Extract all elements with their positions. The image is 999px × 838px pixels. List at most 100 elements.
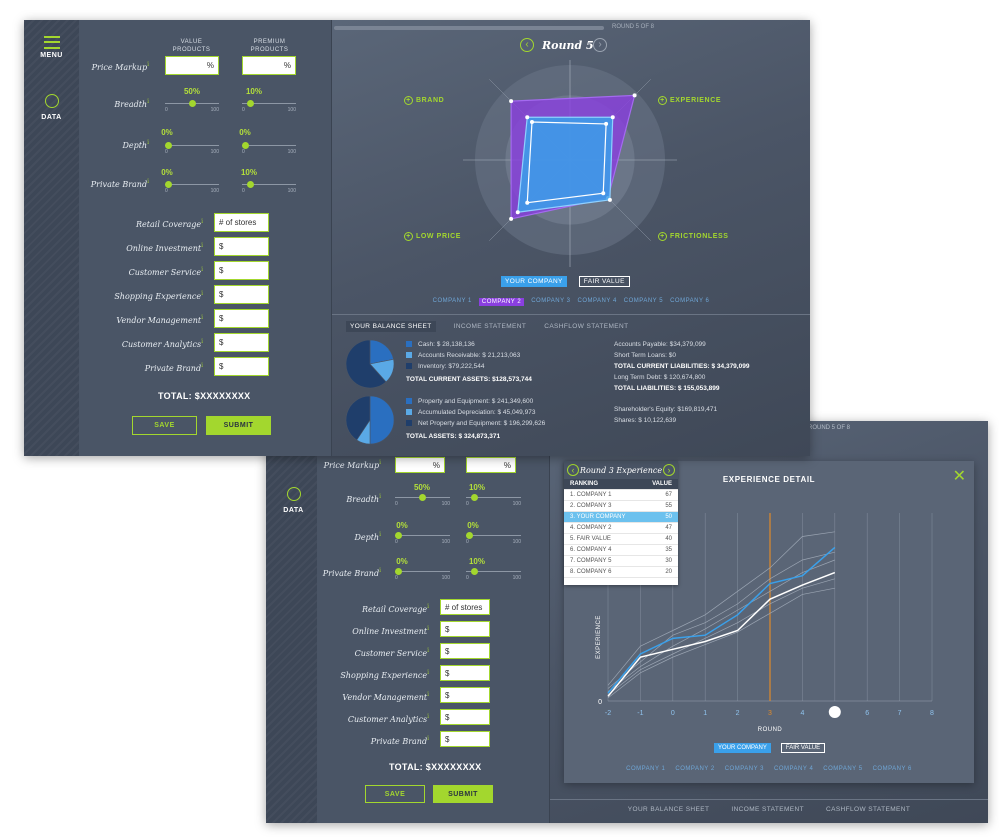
online-investment-input[interactable]: $	[440, 621, 490, 637]
depth-value-slider[interactable]: 0 100	[395, 531, 450, 545]
price-markup-premium-input[interactable]: %	[242, 56, 296, 75]
company-tab-6[interactable]: COMPANY 6	[872, 766, 912, 772]
slider-knob[interactable]	[188, 100, 196, 107]
customer-analytics-input[interactable]: $	[440, 709, 490, 725]
ranking-row[interactable]: 2. COMPANY 3 55	[564, 501, 678, 512]
ranking-row[interactable]: 7. COMPANY 5 30	[564, 556, 678, 567]
data-label: DATA	[41, 114, 62, 121]
ranking-row[interactable]: 3. YOUR COMPANY 50	[564, 512, 678, 523]
data-button[interactable]: DATA	[266, 487, 321, 514]
customer-service-label: Customer Servicei	[354, 647, 429, 658]
online-investment-input[interactable]: $	[214, 237, 269, 256]
slider-knob[interactable]	[466, 532, 473, 539]
company-tab-4[interactable]: COMPANY 4	[774, 766, 814, 772]
submit-button[interactable]: SUBMIT	[206, 416, 271, 435]
slider-knob[interactable]	[470, 494, 478, 501]
save-button[interactable]: SAVE	[365, 785, 425, 803]
vendor-management-input[interactable]: $	[214, 309, 269, 328]
side-rail: MENU DATA	[24, 20, 79, 456]
legend-your-company[interactable]: YOUR COMPANY	[714, 743, 771, 753]
data-button[interactable]: DATA	[24, 94, 79, 121]
private-brand2-input[interactable]: $	[440, 731, 490, 747]
slider-knob[interactable]	[246, 181, 254, 188]
slider-knob[interactable]	[165, 142, 172, 149]
shopping-experience-input[interactable]: $	[214, 285, 269, 304]
vendor-management-label: Vendor Managementi	[342, 691, 429, 702]
legend-fair-value[interactable]: FAIR VALUE	[578, 276, 630, 287]
close-icon[interactable]: ✕	[952, 468, 966, 485]
shopping-experience-input[interactable]: $	[440, 665, 490, 681]
price-markup-premium-input[interactable]: %	[466, 457, 516, 473]
slider-knob[interactable]	[395, 532, 402, 539]
customer-analytics-input[interactable]: $	[214, 333, 269, 352]
private-brand2-input[interactable]: $	[214, 357, 269, 376]
company-tab-2[interactable]: COMPANY 2	[675, 766, 715, 772]
depth-premium-slider[interactable]: 0 100	[466, 531, 521, 545]
slider-knob[interactable]	[242, 142, 249, 149]
retail-coverage-input[interactable]: # of stores	[214, 213, 269, 232]
slider-knob[interactable]	[419, 494, 426, 501]
prev-round-icon[interactable]: ‹	[567, 464, 579, 476]
company-tab-1[interactable]: COMPANY 1	[432, 298, 472, 304]
online-investment-label: Online Investmenti	[126, 242, 203, 253]
company-tab-4[interactable]: COMPANY 4	[577, 298, 617, 304]
next-round-icon[interactable]: ›	[593, 38, 607, 52]
company-tab-6[interactable]: COMPANY 6	[670, 298, 710, 304]
customer-service-input[interactable]: $	[214, 261, 269, 280]
breadth-value-slider[interactable]: 0 100	[165, 99, 219, 113]
company-tab-5[interactable]: COMPANY 5	[823, 766, 863, 772]
ranking-row[interactable]: 6. COMPANY 4 35	[564, 545, 678, 556]
slider-knob[interactable]	[470, 568, 478, 575]
pb-value-slider[interactable]: 0 100	[165, 180, 219, 194]
tab-cashflow-statement[interactable]: CASHFLOW STATEMENT	[825, 806, 911, 813]
depth-value-slider[interactable]: 0 100	[165, 141, 219, 155]
breadth-premium-slider[interactable]: 0 100	[242, 99, 296, 113]
tab-income-statement[interactable]: INCOME STATEMENT	[453, 323, 527, 330]
tab-balance-sheet[interactable]: YOUR BALANCE SHEET	[627, 806, 710, 813]
next-round-icon[interactable]: ›	[663, 464, 675, 476]
company-tab-3[interactable]: COMPANY 3	[724, 766, 764, 772]
price-markup-label: Price Markupi	[323, 459, 381, 470]
pb-value-slider[interactable]: 0 100	[395, 567, 450, 581]
slider-knob[interactable]	[165, 181, 172, 188]
vendor-management-input[interactable]: $	[440, 687, 490, 703]
legend-your-company[interactable]: YOUR COMPANY	[501, 276, 567, 287]
depth-premium-slider[interactable]: 0 100	[242, 141, 296, 155]
company-tab-1[interactable]: COMPANY 1	[626, 766, 666, 772]
company-tab-2[interactable]: COMPANY 2	[478, 298, 525, 306]
bs-receivable: Accounts Receivable: $ 21,213,063	[406, 352, 520, 359]
ranking-header: ‹ Round 3 Experience ›	[564, 461, 678, 479]
series-line-other	[607, 587, 835, 699]
breadth-premium-slider[interactable]: 0 100	[466, 493, 521, 507]
x-axis-label: ROUND	[758, 727, 783, 733]
tab-income-statement[interactable]: INCOME STATEMENT	[731, 806, 804, 813]
series-line-other	[607, 531, 835, 686]
radar-point	[525, 115, 530, 120]
ranking-row[interactable]: 8. COMPANY 6 20	[564, 567, 678, 578]
series-line-your-company	[607, 546, 836, 694]
breadth-value-slider[interactable]: 0 100	[395, 493, 450, 507]
tab-balance-sheet[interactable]: YOUR BALANCE SHEET	[346, 321, 436, 332]
ranking-row[interactable]: 5. FAIR VALUE 40	[564, 534, 678, 545]
menu-button[interactable]: MENU	[24, 36, 79, 59]
legend-fair-value[interactable]: FAIR VALUE	[780, 743, 826, 753]
slider-knob[interactable]	[246, 100, 254, 107]
save-button[interactable]: SAVE	[132, 416, 197, 435]
breadth-premium-pct: 10%	[468, 483, 485, 492]
tab-cashflow-statement[interactable]: CASHFLOW STATEMENT	[544, 323, 629, 330]
retail-coverage-input[interactable]: # of stores	[440, 599, 490, 615]
current-assets-pie	[345, 339, 395, 389]
shopping-experience-label: Shopping Experiencei	[114, 290, 203, 301]
company-tab-5[interactable]: COMPANY 5	[623, 298, 664, 304]
price-markup-value-input[interactable]: %	[395, 457, 445, 473]
ranking-row[interactable]: 1. COMPANY 1 67	[564, 490, 678, 501]
pb-premium-slider[interactable]: 0 100	[242, 180, 296, 194]
prev-round-icon[interactable]: ‹	[520, 38, 534, 52]
ranking-row[interactable]: 4. COMPANY 2 47	[564, 523, 678, 534]
slider-knob[interactable]	[395, 568, 402, 575]
company-tab-3[interactable]: COMPANY 3	[531, 298, 571, 304]
submit-button[interactable]: SUBMIT	[433, 785, 493, 803]
customer-service-input[interactable]: $	[440, 643, 490, 659]
pb-premium-slider[interactable]: 0 100	[466, 567, 521, 581]
price-markup-value-input[interactable]: %	[165, 56, 219, 75]
